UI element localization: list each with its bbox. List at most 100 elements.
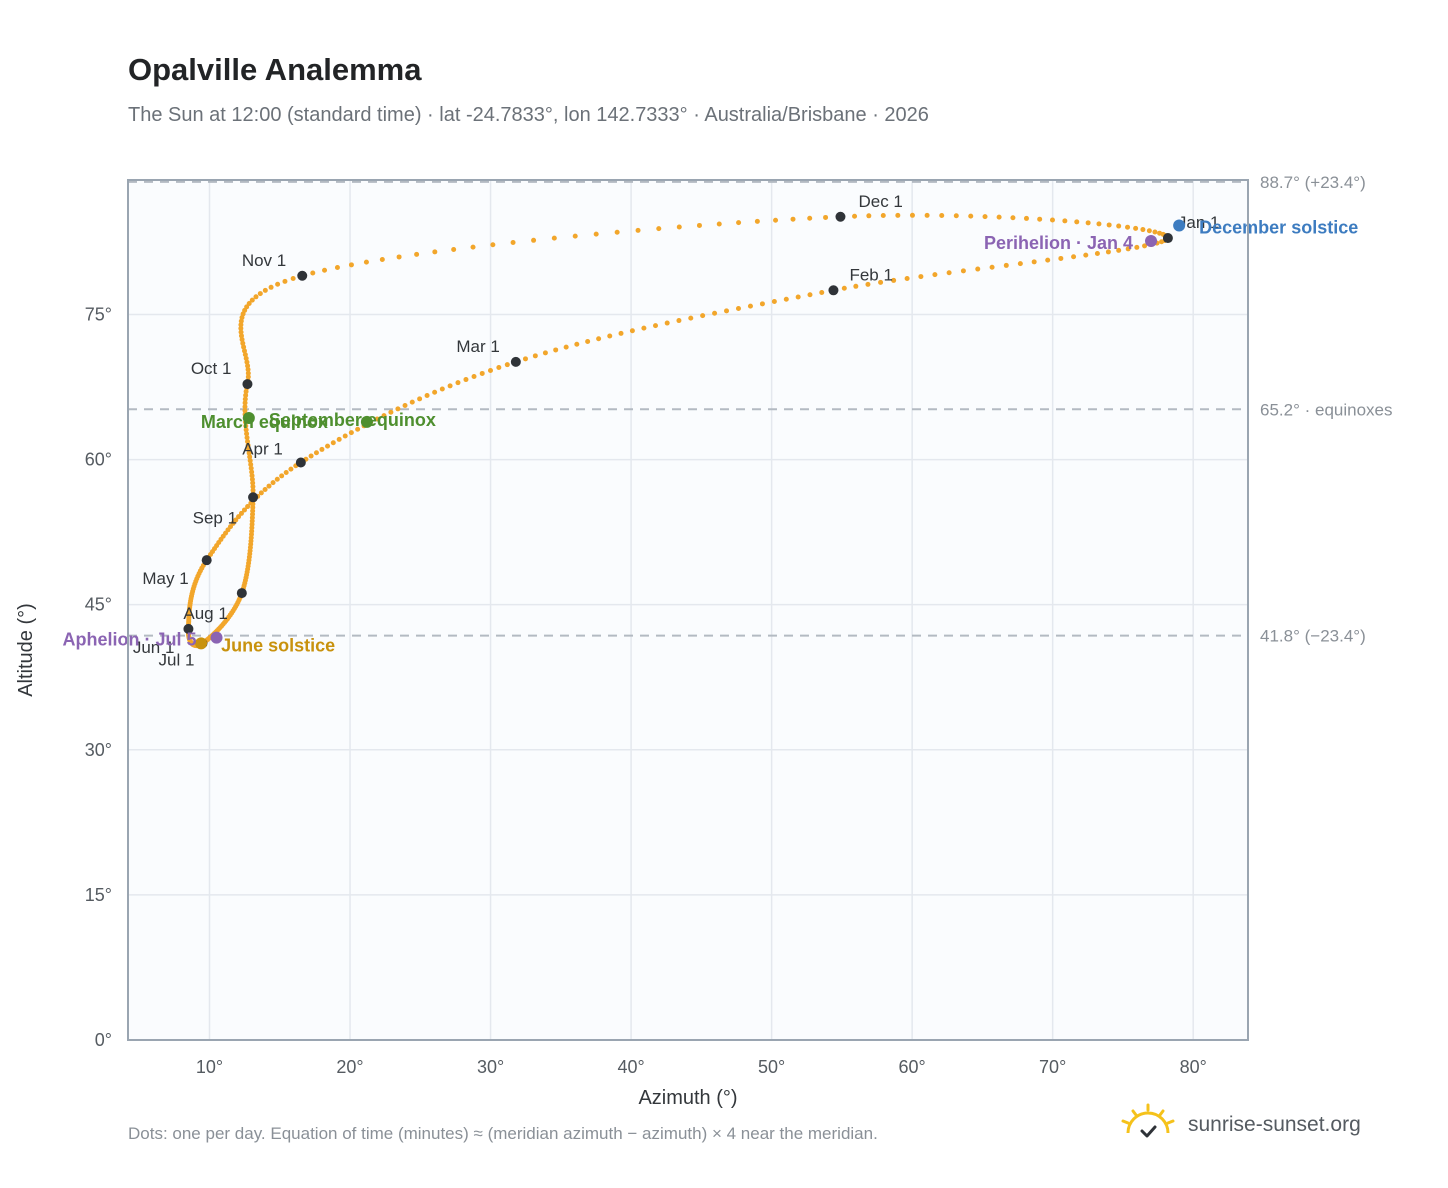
x-tick-label: 40° xyxy=(617,1057,644,1077)
day-dot xyxy=(522,356,528,362)
day-dot xyxy=(909,212,915,218)
day-dot xyxy=(240,340,246,346)
day-dot xyxy=(1159,239,1165,245)
day-dot xyxy=(322,267,328,273)
day-dot xyxy=(246,450,252,456)
day-dot xyxy=(241,507,247,513)
day-dot xyxy=(268,284,274,290)
day-dot xyxy=(239,337,245,343)
day-dot xyxy=(244,359,250,365)
day-dot xyxy=(946,270,952,276)
month-label: Jul 1 xyxy=(159,650,195,669)
day-dot xyxy=(479,370,485,376)
day-dot xyxy=(895,212,901,218)
day-dot xyxy=(1037,216,1043,222)
day-dot xyxy=(381,413,387,419)
day-dot xyxy=(960,268,966,274)
day-dot xyxy=(243,423,249,429)
day-dot xyxy=(652,323,658,329)
day-dot xyxy=(246,300,252,306)
day-dot xyxy=(1142,243,1148,249)
day-dot xyxy=(396,254,402,260)
x-tick-label: 30° xyxy=(477,1057,504,1077)
day-dot xyxy=(250,487,256,493)
day-dot xyxy=(242,408,248,414)
day-dot xyxy=(1023,215,1029,221)
day-dot xyxy=(258,490,264,496)
axis-ticks: 10° 20° 30° 40° 50° 60° 70° 80° 0° 15° 30° 45° 60° 75… xyxy=(85,304,1207,1077)
day-dot xyxy=(841,285,847,291)
day-dot xyxy=(266,483,272,489)
day-dot xyxy=(1116,247,1122,253)
event-marker xyxy=(1145,234,1158,247)
day-dot xyxy=(424,393,430,399)
day-dot xyxy=(409,399,415,405)
day-dot xyxy=(348,262,354,268)
reference-line-label: 65.2° · equinoxes xyxy=(1260,400,1393,419)
day-dot xyxy=(823,214,829,220)
day-dot xyxy=(242,404,248,410)
day-dot xyxy=(379,257,385,263)
day-dot xyxy=(1045,257,1051,263)
day-dot xyxy=(388,409,394,415)
month-label: May 1 xyxy=(142,569,188,588)
day-dot xyxy=(629,328,635,334)
day-dot xyxy=(245,367,251,373)
y-tick-label: 15° xyxy=(85,885,112,905)
day-dot xyxy=(989,264,995,270)
month-label: Feb 1 xyxy=(849,265,892,284)
day-dot xyxy=(238,329,244,335)
month-marker xyxy=(201,555,212,566)
x-tick-label: 20° xyxy=(336,1057,363,1077)
day-dot xyxy=(244,435,250,441)
x-axis-title: Azimuth (°) xyxy=(638,1087,737,1109)
day-dot xyxy=(1106,222,1112,228)
day-dot xyxy=(880,213,886,219)
day-dot xyxy=(325,443,331,449)
day-dot xyxy=(249,469,255,475)
day-dot xyxy=(747,303,753,309)
day-dot xyxy=(641,325,647,331)
day-dot xyxy=(614,229,620,235)
month-label: Sep 1 xyxy=(193,508,237,527)
y-tick-label: 0° xyxy=(95,1030,112,1050)
day-dot xyxy=(363,259,369,265)
day-dot xyxy=(432,389,438,395)
day-dot xyxy=(676,224,682,230)
day-dot xyxy=(243,355,249,361)
day-dot xyxy=(270,480,276,486)
day-dot xyxy=(236,514,242,520)
day-dot xyxy=(1085,220,1091,226)
month-label: Aug 1 xyxy=(183,604,227,623)
event-marker xyxy=(242,411,255,424)
day-dot xyxy=(852,213,858,219)
day-dot xyxy=(290,276,296,282)
day-dot xyxy=(504,362,510,368)
event-label: June solstice xyxy=(221,635,335,655)
day-dot xyxy=(1083,252,1089,258)
day-dot xyxy=(585,338,591,344)
brand-link[interactable]: sunrise-sunset.org xyxy=(1118,1100,1361,1150)
day-dot xyxy=(664,320,670,326)
day-dot xyxy=(563,344,569,350)
day-dot xyxy=(735,305,741,311)
day-dot xyxy=(716,221,722,227)
day-dot xyxy=(463,377,469,383)
day-dot xyxy=(1096,221,1102,227)
day-dot xyxy=(374,416,380,422)
x-tick-label: 80° xyxy=(1180,1057,1207,1077)
day-dot xyxy=(274,476,280,482)
day-dot xyxy=(245,442,251,448)
day-dot xyxy=(939,213,945,219)
day-dot xyxy=(819,289,825,295)
day-dot xyxy=(395,406,401,412)
day-dot xyxy=(262,287,268,293)
day-dot xyxy=(532,353,538,359)
day-dot xyxy=(593,231,599,237)
x-tick-label: 10° xyxy=(196,1057,223,1077)
plot-frame xyxy=(127,179,1249,1041)
month-marker xyxy=(183,623,194,634)
day-dot xyxy=(865,281,871,287)
day-dot xyxy=(891,277,897,283)
